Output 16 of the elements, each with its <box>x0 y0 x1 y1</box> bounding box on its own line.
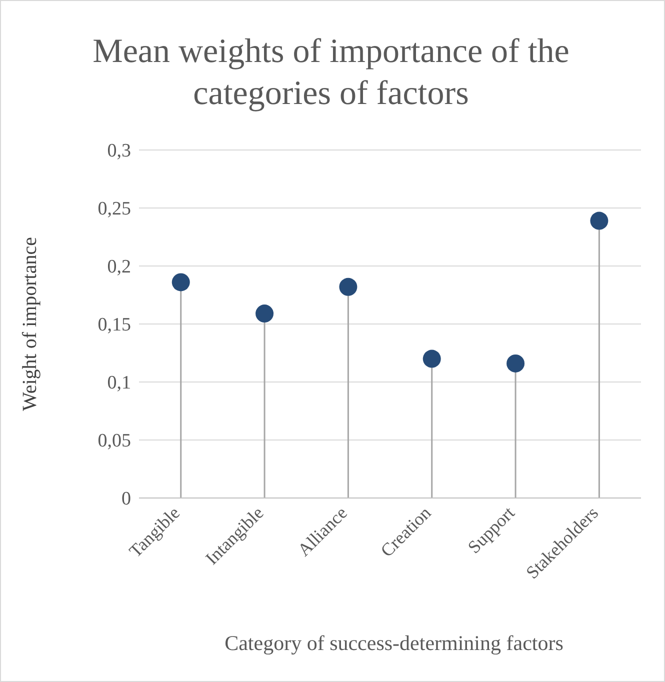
point <box>339 278 358 296</box>
y-tick-label: 0,2 <box>107 256 131 278</box>
y-axis-title: Weight of importance <box>19 236 42 411</box>
y-tick-label: 0,05 <box>98 430 131 452</box>
y-tick-label: 0,1 <box>107 372 131 394</box>
point <box>256 304 274 323</box>
y-tick-label: 0 <box>122 488 131 510</box>
y-tick-label: 0,15 <box>98 314 131 336</box>
y-tick-label: 0,3 <box>107 140 131 162</box>
point <box>506 354 525 372</box>
point <box>172 273 190 292</box>
point <box>422 350 441 368</box>
point <box>590 212 608 230</box>
chart-title: Mean weights of importance of the categories of factors <box>92 32 570 114</box>
x-axis-title: Category of success-determining factors <box>224 631 564 656</box>
y-tick-label: 0,25 <box>98 198 131 220</box>
